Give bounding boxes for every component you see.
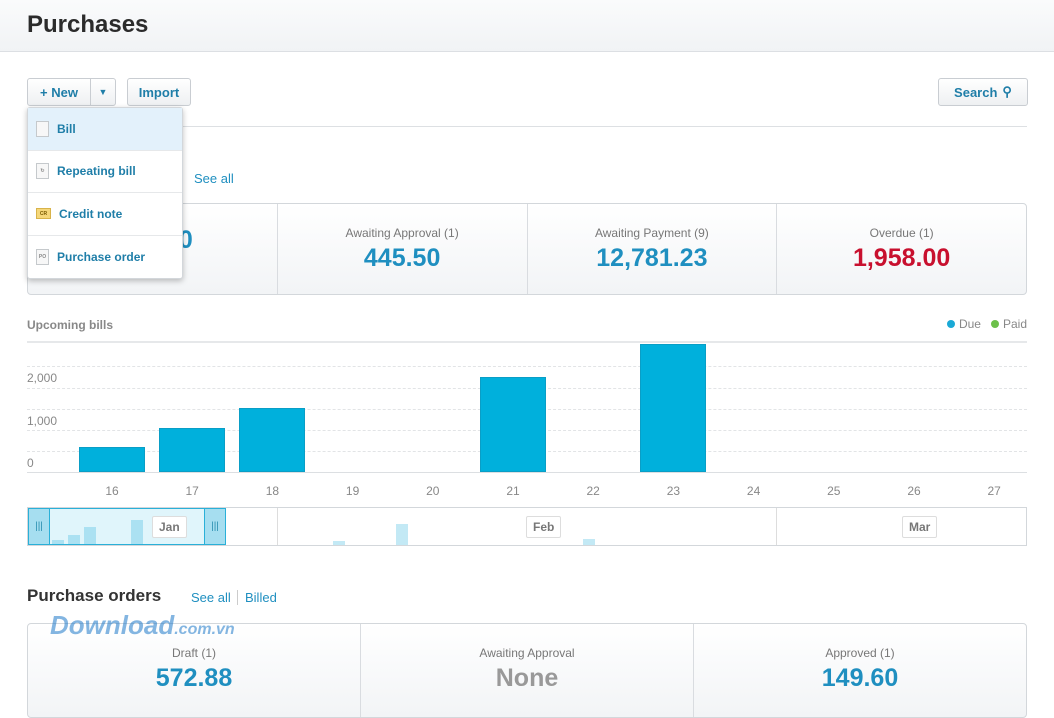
stat-label: Awaiting Approval (1) [345,226,459,240]
navigator-selection[interactable] [28,508,226,545]
menu-item-credit-note[interactable]: CR Credit note [28,193,182,236]
bar-due-23[interactable] [640,343,707,472]
month-jan: Jan [152,516,187,538]
x-tick: 21 [506,484,520,498]
x-tick: 22 [586,484,600,498]
stat-label: Approved (1) [825,646,895,660]
x-tick: 16 [105,484,119,498]
new-button[interactable]: + New [27,78,91,106]
bills-see-all-link[interactable]: See all [194,171,234,186]
legend-due: Due [958,317,981,331]
stat-value: 12,781.23 [596,244,708,272]
search-icon: ⚲ [1002,84,1012,99]
mini-bar [68,535,80,545]
document-icon [36,120,49,137]
po-billed-link[interactable]: Billed [245,590,277,605]
mini-bar [583,539,595,545]
mini-bar [131,520,143,545]
stat-awaiting-approval[interactable]: Awaiting Approval (1) 445.50 [278,204,528,294]
stat-value: 1,958.00 [852,244,951,272]
menu-item-purchase-order[interactable]: PO Purchase order [28,236,182,279]
stat-value: 149.60 [821,664,899,692]
po-see-all-link[interactable]: See all [191,590,231,605]
month-divider [277,508,278,545]
y-tick: 0 [27,456,34,470]
po-stat-approved[interactable]: Approved (1) 149.60 [694,624,1026,717]
search-button[interactable]: Search ⚲ [938,78,1028,106]
menu-item-repeating-bill[interactable]: ↻ Repeating bill [28,151,182,193]
y-tick: 1,000 [27,414,58,428]
chart-title: Upcoming bills [27,318,114,332]
caret-down-icon: ▼ [98,87,108,97]
month-mar: Mar [902,516,938,538]
link-separator [237,590,238,605]
stat-label: Awaiting Payment (9) [594,226,709,240]
new-dropdown-button[interactable]: ▼ [90,78,116,106]
month-divider [776,508,777,545]
menu-label: Purchase order [57,249,146,264]
date-navigator[interactable]: ||| ||| Jan Feb Mar [27,507,1027,546]
due-legend-dot [946,320,955,328]
purchase-order-icon: PO [36,248,49,265]
x-tick: 27 [987,484,1001,498]
stat-value: 445.50 [363,244,441,272]
menu-label: Bill [57,121,76,136]
chart-legend: Due Paid [946,317,1027,331]
mini-bar [52,540,64,545]
stat-overdue[interactable]: Overdue (1) 1,958.00 [777,204,1026,294]
bar-due-17[interactable] [159,428,226,472]
stat-value: None [495,664,559,692]
repeat-document-icon: ↻ [36,163,49,180]
x-tick: 24 [746,484,761,498]
navigator-left-handle[interactable]: ||| [28,508,50,545]
purchase-orders-title: Purchase orders [27,586,162,605]
stat-awaiting-payment[interactable]: Awaiting Payment (9) 12,781.23 [528,204,778,294]
gridline [27,341,1027,343]
month-feb: Feb [526,516,562,538]
credit-note-icon: CR [36,208,51,220]
menu-label: Repeating bill [57,164,136,179]
page-title: Purchases [27,11,149,38]
x-tick: 25 [827,484,841,498]
x-tick: 18 [265,484,280,498]
page-header: Purchases [0,0,1054,52]
bar-due-21[interactable] [480,376,546,472]
po-stat-draft[interactable]: Draft (1) 572.88 [28,624,361,717]
stat-label: Draft (1) [171,646,216,660]
bar-due-16[interactable] [79,447,145,472]
paid-legend-dot [990,320,999,328]
stat-value: 572.88 [155,664,233,692]
navigator-right-handle[interactable]: ||| [204,508,226,545]
legend-paid: Paid [1002,317,1027,331]
x-tick: 19 [345,484,360,498]
stat-label: Awaiting Approval [479,646,575,660]
menu-label: Credit note [59,206,123,221]
x-tick: 26 [907,484,921,498]
divider [27,126,1027,127]
mini-bar [84,527,96,545]
bar-due-18[interactable] [239,407,306,472]
new-dropdown-menu: Bill ↻ Repeating bill CR Credit note PO Pur… [27,107,183,279]
x-tick: 20 [426,484,440,498]
gridline [27,366,1027,367]
mini-bar [396,524,408,545]
watermark-logo: Download.com.vn [50,610,235,640]
import-button[interactable]: Import [127,78,191,106]
x-tick: 23 [666,484,681,498]
stat-label: Overdue (1) [869,226,934,240]
x-tick: 17 [185,484,199,498]
search-label: Search [954,84,998,100]
y-tick: 2,000 [27,371,58,385]
mini-bar [333,541,345,545]
x-axis [27,472,1027,473]
bills-summary: 0 Awaiting Approval (1) 445.50 Awaiting P… [27,203,1027,295]
menu-item-bill[interactable]: Bill [28,108,182,151]
po-stat-awaiting-approval[interactable]: Awaiting Approval None [361,624,694,717]
